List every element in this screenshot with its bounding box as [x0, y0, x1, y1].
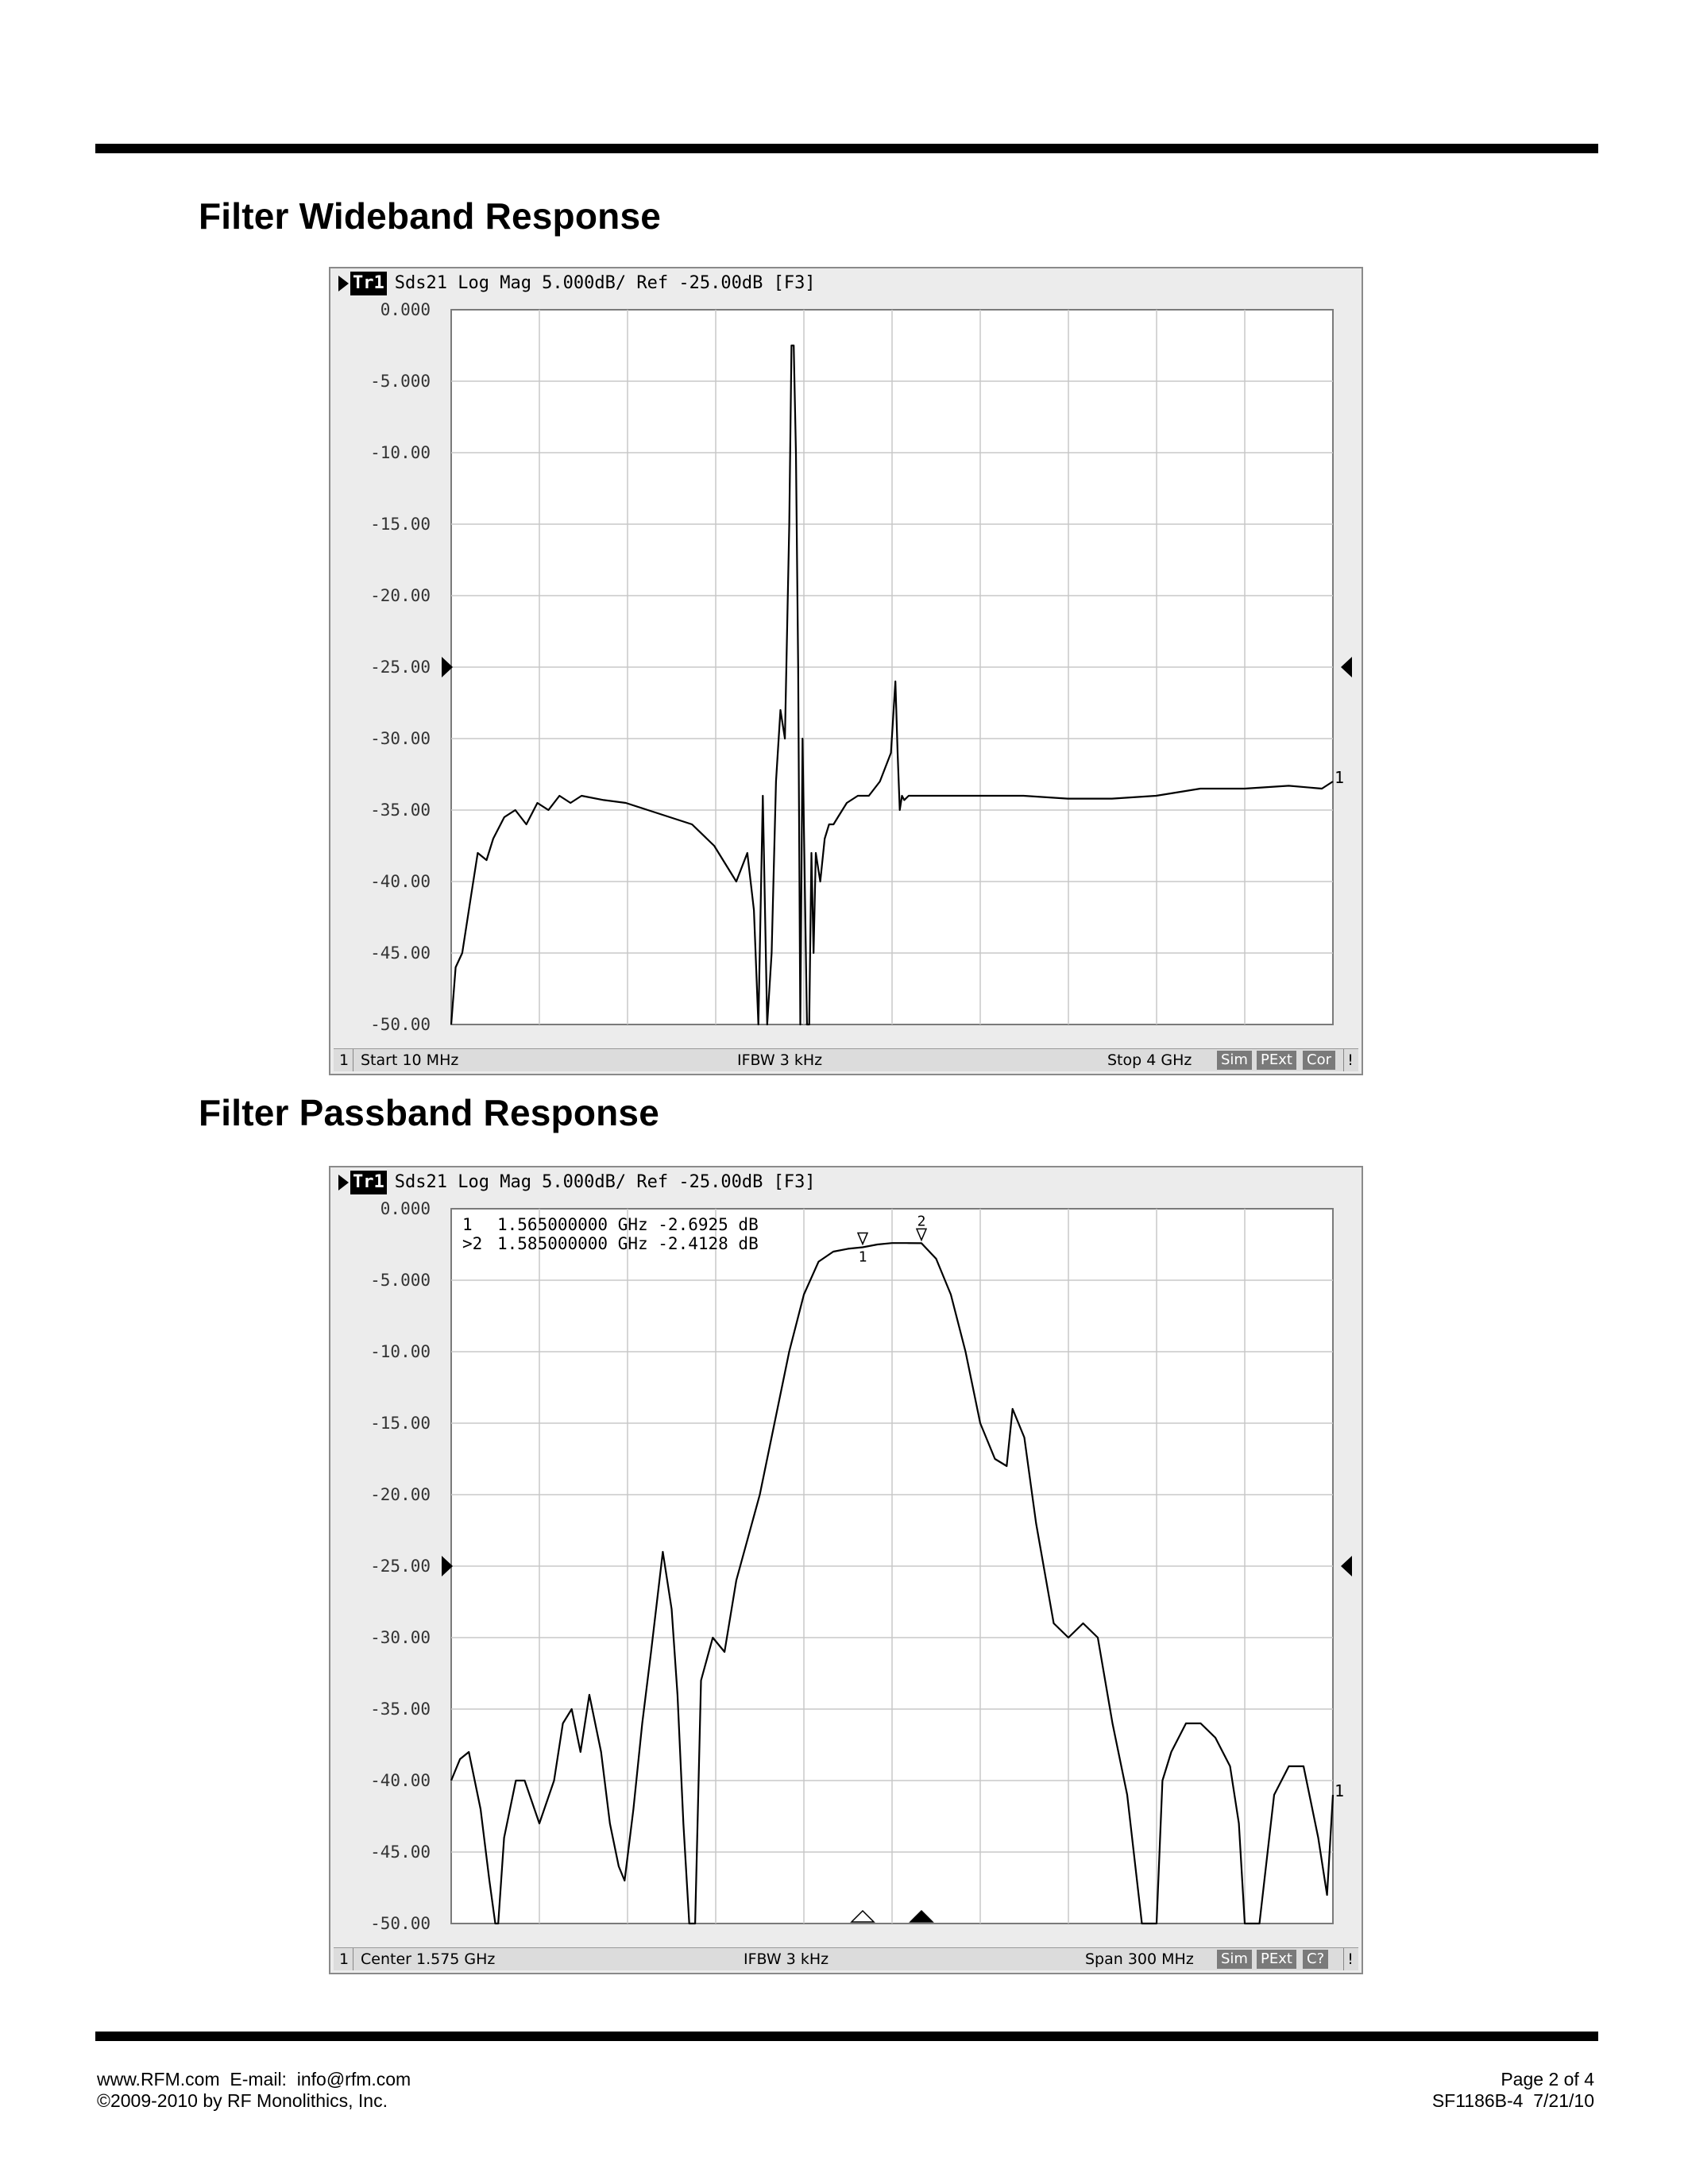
y-tick-label: -25.00 [370, 658, 431, 677]
correction-button[interactable]: Cor [1303, 1051, 1335, 1070]
y-tick-label: -35.00 [370, 1700, 431, 1719]
ref-level-right-icon [1341, 1556, 1352, 1576]
passband-trace-header: Tr1 Sds21 Log Mag 5.000dB/ Ref -25.00dB [… [338, 1171, 1354, 1194]
trace-indicator-icon [338, 1175, 349, 1190]
wideband-status-bar: 1 Start 10 MHz IFBW 3 kHz Stop 4 GHz Sim… [334, 1048, 1358, 1071]
ifbw: IFBW 3 kHz [737, 1051, 823, 1069]
y-tick-label: -40.00 [370, 872, 431, 891]
y-tick-label: -10.00 [370, 443, 431, 462]
passband-plot: 0.000 -5.000 -10.00 -15.00 -20.00 -25.00 -30.0… [370, 1199, 1352, 1933]
center-frequency: Center 1.575 GHz [361, 1951, 496, 1968]
trace-settings: Sds21 Log Mag 5.000dB/ Ref -25.00dB [F3] [394, 273, 816, 293]
y-tick-label: -25.00 [370, 1557, 431, 1576]
y-tick-label: -15.00 [370, 1414, 431, 1433]
footer-left: www.RFM.com E-mail: info@rfm.com ©2009-2… [97, 2069, 411, 2112]
bottom-rule [95, 2032, 1598, 2041]
sim-button[interactable]: Sim [1217, 1051, 1252, 1070]
marker-1-axis-icon [850, 1909, 875, 1923]
y-tick-label: -10.00 [370, 1342, 431, 1361]
correction-button[interactable]: C? [1303, 1950, 1329, 1969]
marker-table-index: 1 [462, 1215, 473, 1234]
footer-copyright: ©2009-2010 by RF Monolithics, Inc. [97, 2090, 388, 2111]
pext-button[interactable]: PExt [1257, 1051, 1296, 1070]
y-tick-label: -20.00 [370, 586, 431, 605]
y-tick-label: -35.00 [370, 801, 431, 820]
wideband-plot: 0.000 -5.000 -10.00 -15.00 -20.00 -25.00 -30.0… [370, 300, 1352, 1034]
marker-1-label: 1 [859, 1248, 867, 1265]
trace-label[interactable]: Tr1 [350, 272, 387, 295]
passband-section-title: Filter Passband Response [199, 1092, 659, 1133]
y-tick-label: -45.00 [370, 943, 431, 963]
marker-table-index: >2 [462, 1234, 482, 1253]
y-tick-label: -20.00 [370, 1485, 431, 1504]
y-tick-label: -15.00 [370, 515, 431, 534]
y-tick-label: -30.00 [370, 1628, 431, 1647]
wideband-trace-header: Tr1 Sds21 Log Mag 5.000dB/ Ref -25.00dB [… [338, 272, 1354, 295]
footer-contact: www.RFM.com E-mail: info@rfm.com [97, 2069, 411, 2089]
trace-indicator-icon [338, 276, 349, 291]
trace-settings: Sds21 Log Mag 5.000dB/ Ref -25.00dB [F3] [394, 1172, 816, 1192]
wideband-section-title: Filter Wideband Response [199, 195, 662, 237]
ref-level-left-icon [442, 1556, 453, 1576]
passband-chart-window: Tr1 Sds21 Log Mag 5.000dB/ Ref -25.00dB [… [329, 1166, 1363, 1974]
ifbw: IFBW 3 kHz [744, 1951, 829, 1968]
y-tick-label: -50.00 [370, 1914, 431, 1933]
footer-page-number: Page 2 of 4 [1501, 2069, 1594, 2089]
pext-button[interactable]: PExt [1257, 1950, 1296, 1969]
y-tick-label: -5.000 [370, 1271, 431, 1290]
start-frequency: Start 10 MHz [361, 1051, 459, 1069]
trace-line [450, 344, 1334, 1026]
passband-status-bar: 1 Center 1.575 GHz IFBW 3 kHz Span 300 M… [334, 1947, 1358, 1970]
y-tick-label: -50.00 [370, 1015, 431, 1034]
ref-level-left-icon [442, 657, 453, 677]
marker-2-label: 2 [917, 1213, 926, 1229]
sim-button[interactable]: Sim [1217, 1950, 1252, 1969]
top-rule [95, 144, 1598, 153]
marker-1-icon [856, 1232, 869, 1246]
y-tick-label: -45.00 [370, 1843, 431, 1862]
warning-flag: ! [1343, 1049, 1357, 1071]
marker-2-axis-icon [909, 1909, 934, 1923]
footer-doc-id: SF1186B-4 7/21/10 [1431, 2090, 1594, 2111]
warning-flag: ! [1343, 1948, 1357, 1970]
y-tick-label: 0.000 [380, 1199, 431, 1218]
trace-end-label: 1 [1335, 1781, 1344, 1800]
marker-table-readout: 1.585000000 GHz -2.4128 dB [497, 1234, 759, 1253]
ref-level-right-icon [1341, 657, 1352, 677]
channel-number: 1 [335, 1049, 353, 1071]
y-tick-label: -5.000 [370, 372, 431, 391]
trace-label[interactable]: Tr1 [350, 1171, 387, 1194]
frequency-span: Span 300 MHz [1085, 1951, 1194, 1968]
y-tick-label: -40.00 [370, 1771, 431, 1790]
y-tick-label: 0.000 [380, 300, 431, 319]
channel-number: 1 [335, 1948, 353, 1970]
trace-line [450, 1242, 1335, 1925]
y-tick-label: -30.00 [370, 729, 431, 748]
trace-end-label: 1 [1335, 768, 1344, 787]
wideband-chart-window: Tr1 Sds21 Log Mag 5.000dB/ Ref -25.00dB [… [329, 267, 1363, 1075]
marker-table-readout: 1.565000000 GHz -2.6925 dB [497, 1215, 759, 1234]
stop-frequency: Stop 4 GHz [1107, 1051, 1192, 1069]
marker-2-icon [915, 1228, 928, 1242]
footer-right: Page 2 of 4 SF1186B-4 7/21/10 [1432, 2069, 1594, 2112]
